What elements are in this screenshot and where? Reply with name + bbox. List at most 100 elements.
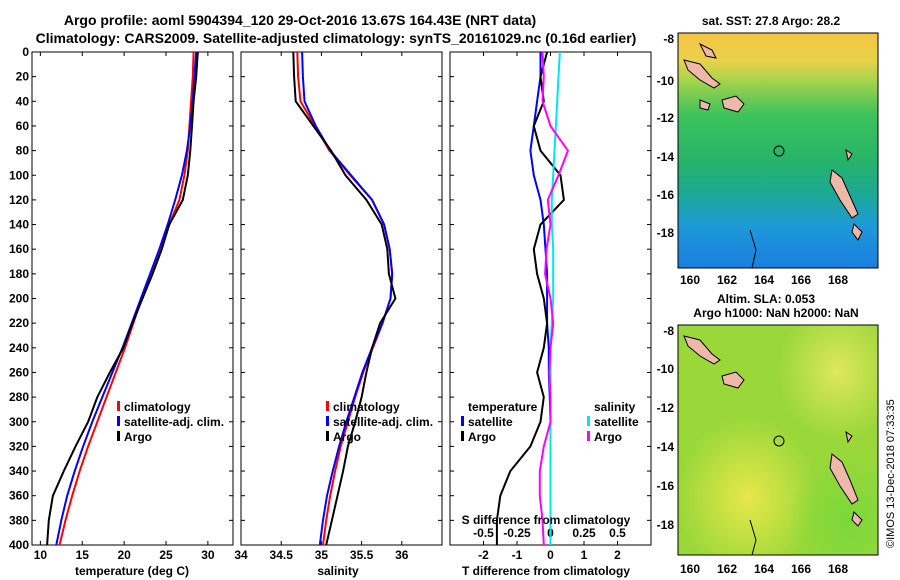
legend-climatology: climatology: [333, 400, 400, 414]
temperature-xlabel: temperature (deg C): [75, 564, 189, 578]
x-tick-label: 30: [201, 548, 215, 562]
legend-swatch-argo: [326, 431, 329, 441]
series-salinity-argo: [538, 51, 570, 546]
sla-map-lat-ticks: -8 -10 -12 -14 -16 -18: [657, 324, 675, 532]
depth-tick-label: 120: [9, 193, 29, 207]
temperature-axis: 10 15 20 25 30: [34, 52, 215, 562]
svg-text:-14: -14: [657, 440, 675, 454]
s-tick-label: -0.25: [503, 526, 531, 540]
legend-t-satellite: satellite: [468, 415, 513, 429]
legend-swatch-satellite: [117, 416, 120, 426]
depth-tick-label: 20: [16, 70, 30, 84]
sst-field: [678, 33, 878, 268]
svg-text:160: 160: [680, 562, 700, 576]
depth-tick-label: 140: [9, 218, 29, 232]
legend-t-argo: Argo: [468, 430, 496, 444]
svg-text:-12: -12: [657, 111, 675, 125]
sla-map-lon-ticks: 160 162 164 166 168: [680, 562, 848, 576]
x-tick-label: 36: [395, 548, 409, 562]
x-tick-label: 1: [581, 548, 588, 562]
sla-map: Altim. SLA: 0.053 Argo h1000: NaN h2000:…: [657, 292, 879, 576]
depth-tick-label: 400: [9, 538, 29, 552]
legend-argo: Argo: [124, 430, 152, 444]
difference-profile-panel: -2 -1 0 1 2 -0.5 -0.25 0 0.25 0.5 S difference f…: [449, 51, 652, 578]
depth-tick-label: 320: [9, 439, 29, 453]
temperature-legend: climatology satellite-adj. clim. Argo: [117, 400, 224, 444]
x-tick-label: 35.5: [350, 548, 374, 562]
x-tick-label: 15: [76, 548, 90, 562]
series-satellite-adj-clim: [301, 51, 394, 546]
imos-credit: ©IMOS 13-Dec-2018 07:33:35: [885, 399, 897, 548]
s-tick-label: -0.5: [473, 526, 494, 540]
legend-s-argo: Argo: [594, 430, 622, 444]
svg-text:166: 166: [791, 273, 811, 287]
svg-text:166: 166: [791, 562, 811, 576]
sla-coast-line: [749, 519, 757, 556]
legend-swatch-s-argo: [587, 431, 590, 441]
sst-land: [683, 42, 863, 241]
svg-text:-18: -18: [657, 226, 675, 240]
sla-map-title: Altim. SLA: 0.053: [717, 292, 815, 306]
s-difference-xlabel: S difference from climatology: [462, 513, 631, 527]
svg-text:-8: -8: [663, 32, 674, 46]
sla-land: [683, 335, 863, 527]
legend-satellite: satellite-adj. clim.: [124, 415, 224, 429]
depth-tick-label: 300: [9, 415, 29, 429]
salinity-legend: climatology satellite-adj. clim. Argo: [326, 400, 433, 444]
s-tick-label: 0.5: [609, 526, 626, 540]
svg-text:-16: -16: [657, 479, 675, 493]
salinity-axis: 34 34.5 35 35.5 36: [234, 51, 442, 562]
depth-tick-label: 40: [16, 94, 30, 108]
sla-map-subtitle: Argo h1000: NaN h2000: NaN: [693, 306, 858, 320]
sst-map-lat-ticks: -8 -10 -12 -14 -16 -18: [657, 32, 675, 240]
svg-text:164: 164: [754, 273, 774, 287]
argo-location-marker: [773, 145, 785, 157]
svg-text:-10: -10: [657, 362, 675, 376]
depth-axis: 0 20 40 60 80 100 120 140 160 180 200 220 240 260 280 3…: [9, 45, 233, 552]
depth-tick-label: 340: [9, 464, 29, 478]
depth-tick-label: 380: [9, 513, 29, 527]
legend-swatch-climatology: [117, 401, 120, 411]
argo-location-marker: [773, 435, 785, 447]
series-climatology: [296, 51, 394, 546]
series-argo: [46, 51, 199, 546]
svg-text:164: 164: [754, 562, 774, 576]
depth-tick-label: 180: [9, 267, 29, 281]
x-tick-label: 2: [614, 548, 621, 562]
svg-text:162: 162: [717, 562, 737, 576]
depth-tick-label: 260: [9, 365, 29, 379]
temperature-profile-panel: 0 20 40 60 80 100 120 140 160 180 200 220 240 260 280 3…: [9, 45, 234, 578]
legend-salinity-title: salinity: [594, 400, 636, 414]
depth-tick-label: 280: [9, 390, 29, 404]
legend-swatch-argo: [117, 431, 120, 441]
x-tick-label: -1: [512, 548, 523, 562]
legend-argo: Argo: [333, 430, 361, 444]
legend-satellite: satellite-adj. clim.: [333, 415, 433, 429]
series-climatology: [58, 51, 195, 546]
x-tick-label: -2: [478, 548, 489, 562]
x-tick-label: 0: [547, 548, 554, 562]
depth-tick-label: 360: [9, 489, 29, 503]
difference-series: [495, 51, 570, 546]
legend-swatch-satellite: [326, 416, 329, 426]
figure-title-line2: Climatology: CARS2009. Satellite-adjuste…: [36, 30, 637, 46]
salinity-profile-panel: 34 34.5 35 35.5 36 salinity climatology sate…: [234, 51, 443, 578]
legend-swatch-climatology: [326, 401, 329, 411]
sst-map: sat. SST: 27.8 Argo: 28.2 -8 -10 -12 -14…: [657, 14, 879, 287]
svg-text:-16: -16: [657, 188, 675, 202]
x-tick-label: 35: [315, 548, 329, 562]
svg-text:-8: -8: [663, 324, 674, 338]
depth-tick-label: 60: [16, 119, 30, 133]
x-tick-label: 20: [117, 548, 131, 562]
depth-tick-label: 200: [9, 292, 29, 306]
sst-map-lon-ticks: 160 162 164 166 168: [680, 273, 848, 287]
depth-tick-label: 240: [9, 341, 29, 355]
legend-swatch-t-argo: [461, 431, 464, 441]
salinity-xlabel: salinity: [317, 564, 359, 578]
legend-climatology: climatology: [124, 400, 191, 414]
sst-map-title: sat. SST: 27.8 Argo: 28.2: [702, 14, 841, 28]
svg-text:168: 168: [828, 562, 848, 576]
temperature-series: [46, 51, 199, 546]
t-difference-axis: -2 -1 0 1 2: [450, 51, 651, 562]
